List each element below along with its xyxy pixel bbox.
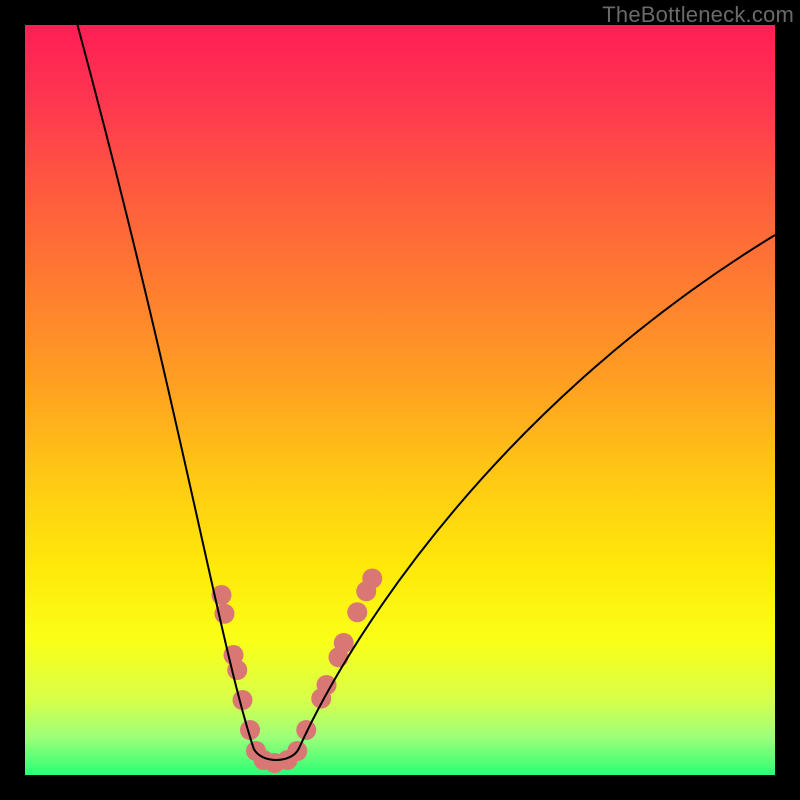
data-dot xyxy=(296,720,316,740)
data-dot xyxy=(347,602,367,622)
data-dot xyxy=(334,633,354,653)
plot-background xyxy=(25,25,775,775)
data-dot xyxy=(362,569,382,589)
bottleneck-chart xyxy=(0,0,800,800)
watermark-text: TheBottleneck.com xyxy=(602,2,794,28)
chart-stage: TheBottleneck.com xyxy=(0,0,800,800)
